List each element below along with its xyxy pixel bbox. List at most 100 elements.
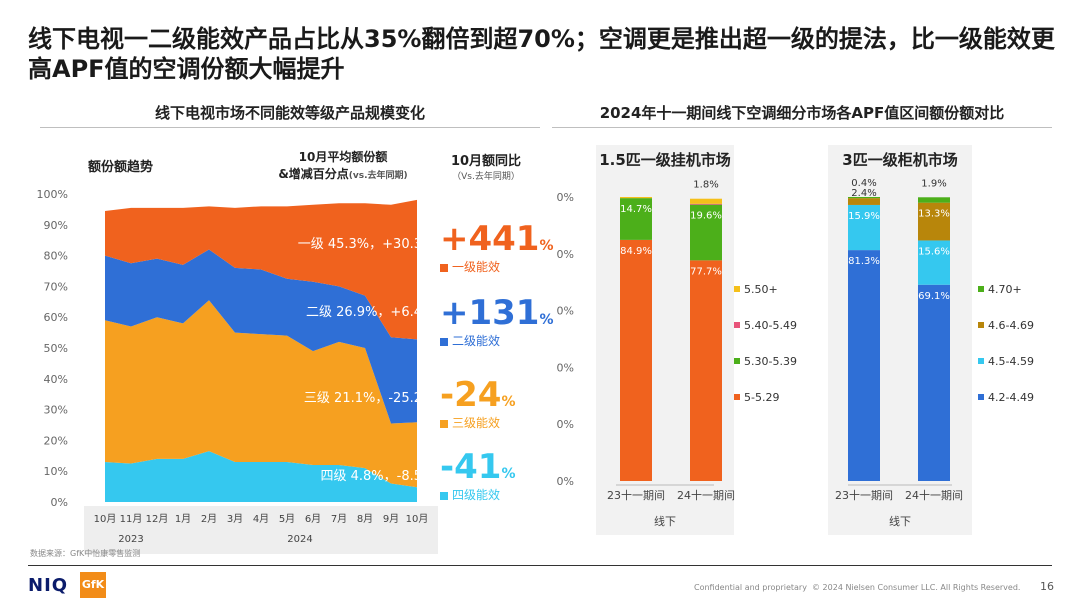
area-ytick-label: 10% [44,465,68,478]
bar-xtick-label: 24十一期间 [905,488,963,502]
bar-data-label: 13.3% [918,209,950,220]
area-series-一级能效 [105,199,417,340]
bar-segment [918,240,950,285]
bar-ytick-label: 80% [556,248,574,261]
x-axis-band [84,506,438,554]
yoy-percent-sign: % [501,394,516,410]
area-year-label: 2024 [287,534,312,545]
bar-chart-title: 3匹一级柜机市场 [842,151,957,169]
bar-segment [848,198,880,205]
avg-heading-line2: &增减百分点 [278,167,349,181]
copyright-note: © 2024 Nielsen Consumer LLC. All Rights … [812,583,1021,592]
bar-data-label: 15.6% [918,246,950,257]
area-layers [105,199,417,502]
bar-legend-label: 4.5-4.59 [988,355,1034,368]
area-ytick-label: 50% [44,342,68,355]
area-xtick-label: 3月 [227,513,243,525]
bar-legend-label: 5.40-5.49 [744,319,797,332]
yoy-block: -41% 四级能效 [440,450,550,503]
gfk-logo: GfK [80,572,106,598]
area-xtick-label: 7月 [331,513,347,525]
yoy-block: -24% 三级能效 [440,378,550,431]
area-ytick-label: 60% [44,311,68,324]
area-series-四级能效 [105,451,417,502]
bar-segment [690,198,722,204]
bar-data-label: 0.4% [851,178,876,189]
bar-legend-swatch [734,394,740,400]
legend-label: 四级能效 [452,488,501,502]
right-divider [552,127,1052,128]
legend-swatch [440,337,448,346]
bar-xtick-label: 23十一期间 [607,488,665,502]
bar-segment [690,204,722,261]
confidential-note: Confidential and proprietary [694,583,807,592]
bar-segment [620,239,652,481]
bar-legend-label: 5.30-5.39 [744,355,797,368]
bar-legend-swatch [734,322,740,328]
legend-swatch [440,491,448,500]
avg-heading: 10月平均额份额 &增减百分点(vs.去年同期) [268,148,418,182]
bar-xtick-label: 24十一期间 [677,488,735,502]
bar-group-label: 线下 [654,514,676,528]
bar-data-label: 69.1% [918,291,950,302]
yoy-heading: 10月额同比 （Vs.去年同期） [436,150,536,182]
bar-legend-swatch [734,286,740,292]
yoy-number: -24 [440,375,502,415]
left-panel-heading: 线下电视市场不同能效等级产品规模变化 [154,104,425,122]
area-series-三级能效 [105,300,417,488]
area-row-label: 二级 26.9%，+6.4 [306,305,422,320]
avg-heading-line1: 10月平均额份额 [298,150,388,164]
bar-legend-label: 4.70+ [988,283,1022,296]
bar-group-label: 线下 [889,514,911,528]
yoy-heading-note: （Vs.去年同期） [452,172,520,182]
page-number: 16 [1040,580,1054,593]
yoy-block: +441% 一级能效 [440,219,554,275]
bar-segment [690,203,722,205]
bar-data-label: 2.4% [851,188,876,199]
bar-charts: 1.5匹一级挂机市场 0% 20% 40% 60% 80% 100% 84.9% 14.7% 23… [556,145,1034,535]
bar-ytick-label: 20% [556,418,574,431]
area-xtick-label: 1月 [175,513,191,525]
bar-legend-swatch [978,394,984,400]
bar-ytick-label: 0% [557,475,574,488]
yoy-block: +131% 二级能效 [440,293,554,349]
area-xtick-label: 6月 [305,513,321,525]
area-row-labels: 一级 45.3%，+30.3 二级 26.9%，+6.4 三级 21.1%，-25.… [298,237,422,484]
area-xtick-label: 9月 [383,513,399,525]
area-row-label: 四级 4.8%，-8.5 [320,469,422,484]
yoy-percent-sign: % [501,466,516,482]
bar-xtick-label: 23十一期间 [835,488,893,502]
bar-data-label: 77.7% [690,266,722,277]
yoy-number: +441 [440,219,540,259]
area-year-label: 2023 [118,534,143,545]
legend-swatch [440,263,448,272]
bar-data-label: 14.7% [620,204,652,215]
area-ytick-label: 70% [44,280,68,293]
bar-legend-label: 5-5.29 [744,391,779,404]
bar-segment [918,197,950,203]
area-chart: 0%10%20%30%40%50%60%70%80%90%100% 10月 11月… [37,188,438,554]
bar-segment [848,197,880,199]
bar-ytick-label: 100% [556,191,574,204]
bar-data-label: 1.9% [921,178,946,189]
source-note: 数据来源：GfK中怡康零售监测 [30,549,141,558]
yoy-column: +441% 一级能效 +131% 二级能效 -24% 三级能效 -41% 四级能效 [440,0,554,607]
bar-legend-swatch [978,358,984,364]
bar-legend-swatch [734,358,740,364]
bar-chart-2: 3匹一级柜机市场 81.3% 15.9% 2.4%0.4% 23十一期间 69.1% 15.… [828,145,1034,535]
yoy-number: +131 [440,293,540,333]
yoy-percent-sign: % [539,238,554,254]
area-y-axis: 0% 10% 20% 30% 40% 50% 60% 70% 80% 90% 100% [37,188,68,509]
area-xtick-label: 12月 [146,513,169,525]
bar-segment [690,260,722,481]
area-xtick-label: 4月 [253,513,269,525]
legend-label: 三级能效 [452,416,501,430]
bar-segment [620,197,652,199]
bar-data-label: 15.9% [848,211,880,222]
area-xtick-label: 8月 [357,513,373,525]
area-ytick-label: 40% [44,373,68,386]
bar-segment [848,204,880,251]
legend-label: 一级能效 [452,260,501,274]
area-xtick-label: 11月 [120,513,143,525]
